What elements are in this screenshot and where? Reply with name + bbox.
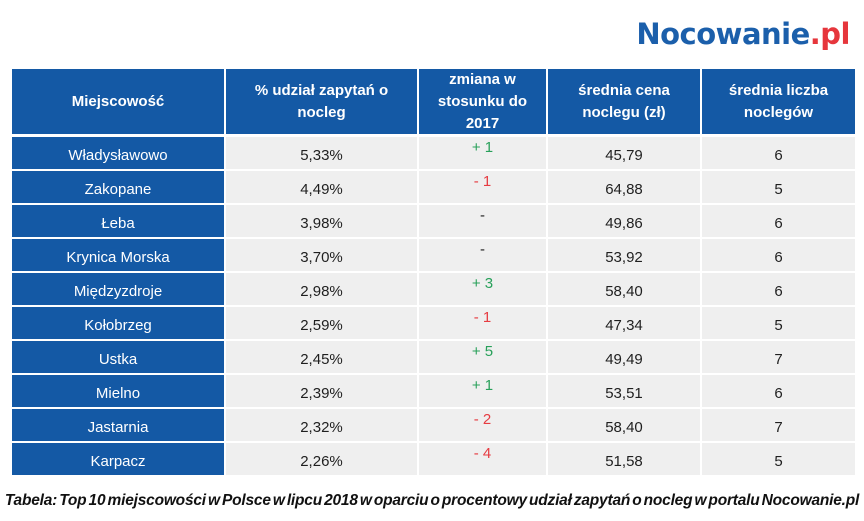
share-cell: 3,98% bbox=[224, 203, 419, 240]
table-caption: Tabela: Top 10 miejscowości w Polsce w l… bbox=[4, 492, 860, 510]
change-cell: - 1 bbox=[417, 305, 548, 342]
price-cell: 53,92 bbox=[546, 237, 702, 274]
change-cell: + 5 bbox=[417, 339, 548, 376]
price-cell: 45,79 bbox=[546, 134, 702, 172]
price-cell: 58,40 bbox=[546, 407, 702, 444]
table-row: Krynica Morska 3,70% - 53,92 6 bbox=[10, 237, 857, 274]
share-cell: 4,49% bbox=[224, 169, 419, 206]
nights-cell: 6 bbox=[700, 373, 857, 410]
price-cell: 53,51 bbox=[546, 373, 702, 410]
share-cell: 2,26% bbox=[224, 441, 419, 478]
nights-cell: 6 bbox=[700, 203, 857, 240]
table-header: Miejscowość % udział zapytań o nocleg zm… bbox=[10, 67, 857, 138]
town-cell: Jastarnia bbox=[10, 407, 226, 444]
table-row: Władysławowo 5,33% + 1 45,79 6 bbox=[10, 134, 857, 172]
nights-cell: 5 bbox=[700, 169, 857, 206]
table-row: Łeba 3,98% - 49,86 6 bbox=[10, 203, 857, 240]
share-cell: 2,39% bbox=[224, 373, 419, 410]
price-cell: 58,40 bbox=[546, 271, 702, 308]
price-cell: 51,58 bbox=[546, 441, 702, 478]
share-cell: 2,45% bbox=[224, 339, 419, 376]
nights-cell: 6 bbox=[700, 134, 857, 172]
nights-cell: 7 bbox=[700, 407, 857, 444]
share-cell: 2,98% bbox=[224, 271, 419, 308]
town-cell: Kołobrzeg bbox=[10, 305, 226, 342]
table-row: Ustka 2,45% + 5 49,49 7 bbox=[10, 339, 857, 376]
table-row: Jastarnia 2,32% - 2 58,40 7 bbox=[10, 407, 857, 444]
change-cell: - bbox=[417, 237, 548, 274]
town-cell: Zakopane bbox=[10, 169, 226, 206]
header-row: Miejscowość % udział zapytań o nocleg zm… bbox=[10, 67, 857, 138]
header-price: średnia cena noclegu (zł) bbox=[546, 67, 702, 138]
logo-name: Nocowanie bbox=[636, 17, 810, 51]
nights-cell: 6 bbox=[700, 237, 857, 274]
table-row: Zakopane 4,49% - 1 64,88 5 bbox=[10, 169, 857, 206]
nights-cell: 6 bbox=[700, 271, 857, 308]
town-cell: Ustka bbox=[10, 339, 226, 376]
table-row: Międzyzdroje 2,98% + 3 58,40 6 bbox=[10, 271, 857, 308]
table-row: Mielno 2,39% + 1 53,51 6 bbox=[10, 373, 857, 410]
town-cell: Łeba bbox=[10, 203, 226, 240]
header-change: zmiana w stosunku do 2017 bbox=[417, 67, 548, 138]
change-cell: + 1 bbox=[417, 373, 548, 410]
nights-cell: 5 bbox=[700, 305, 857, 342]
nights-cell: 7 bbox=[700, 339, 857, 376]
share-cell: 3,70% bbox=[224, 237, 419, 274]
town-cell: Władysławowo bbox=[10, 134, 226, 172]
share-cell: 5,33% bbox=[224, 134, 419, 172]
price-cell: 47,34 bbox=[546, 305, 702, 342]
top10-table: Miejscowość % udział zapytań o nocleg zm… bbox=[10, 67, 857, 478]
table-row: Kołobrzeg 2,59% - 1 47,34 5 bbox=[10, 305, 857, 342]
town-cell: Krynica Morska bbox=[10, 237, 226, 274]
town-cell: Karpacz bbox=[10, 441, 226, 478]
header-town: Miejscowość bbox=[10, 67, 226, 138]
nocowanie-logo: Nocowanie.pl bbox=[636, 16, 850, 52]
town-cell: Międzyzdroje bbox=[10, 271, 226, 308]
price-cell: 49,49 bbox=[546, 339, 702, 376]
nights-cell: 5 bbox=[700, 441, 857, 478]
town-cell: Mielno bbox=[10, 373, 226, 410]
change-cell: + 3 bbox=[417, 271, 548, 308]
table-row: Karpacz 2,26% - 4 51,58 5 bbox=[10, 441, 857, 478]
share-cell: 2,59% bbox=[224, 305, 419, 342]
header-bar: Nocowanie.pl bbox=[0, 0, 864, 54]
price-cell: 49,86 bbox=[546, 203, 702, 240]
logo-tld: .pl bbox=[809, 17, 851, 51]
table-body: Władysławowo 5,33% + 1 45,79 6 Zakopane … bbox=[10, 134, 857, 478]
header-nights: średnia liczba noclegów bbox=[700, 67, 857, 138]
change-cell: - 2 bbox=[417, 407, 548, 444]
change-cell: - 1 bbox=[417, 169, 548, 206]
change-cell: - 4 bbox=[417, 441, 548, 478]
header-share: % udział zapytań o nocleg bbox=[224, 67, 419, 138]
share-cell: 2,32% bbox=[224, 407, 419, 444]
change-cell: + 1 bbox=[417, 134, 548, 172]
change-cell: - bbox=[417, 203, 548, 240]
price-cell: 64,88 bbox=[546, 169, 702, 206]
